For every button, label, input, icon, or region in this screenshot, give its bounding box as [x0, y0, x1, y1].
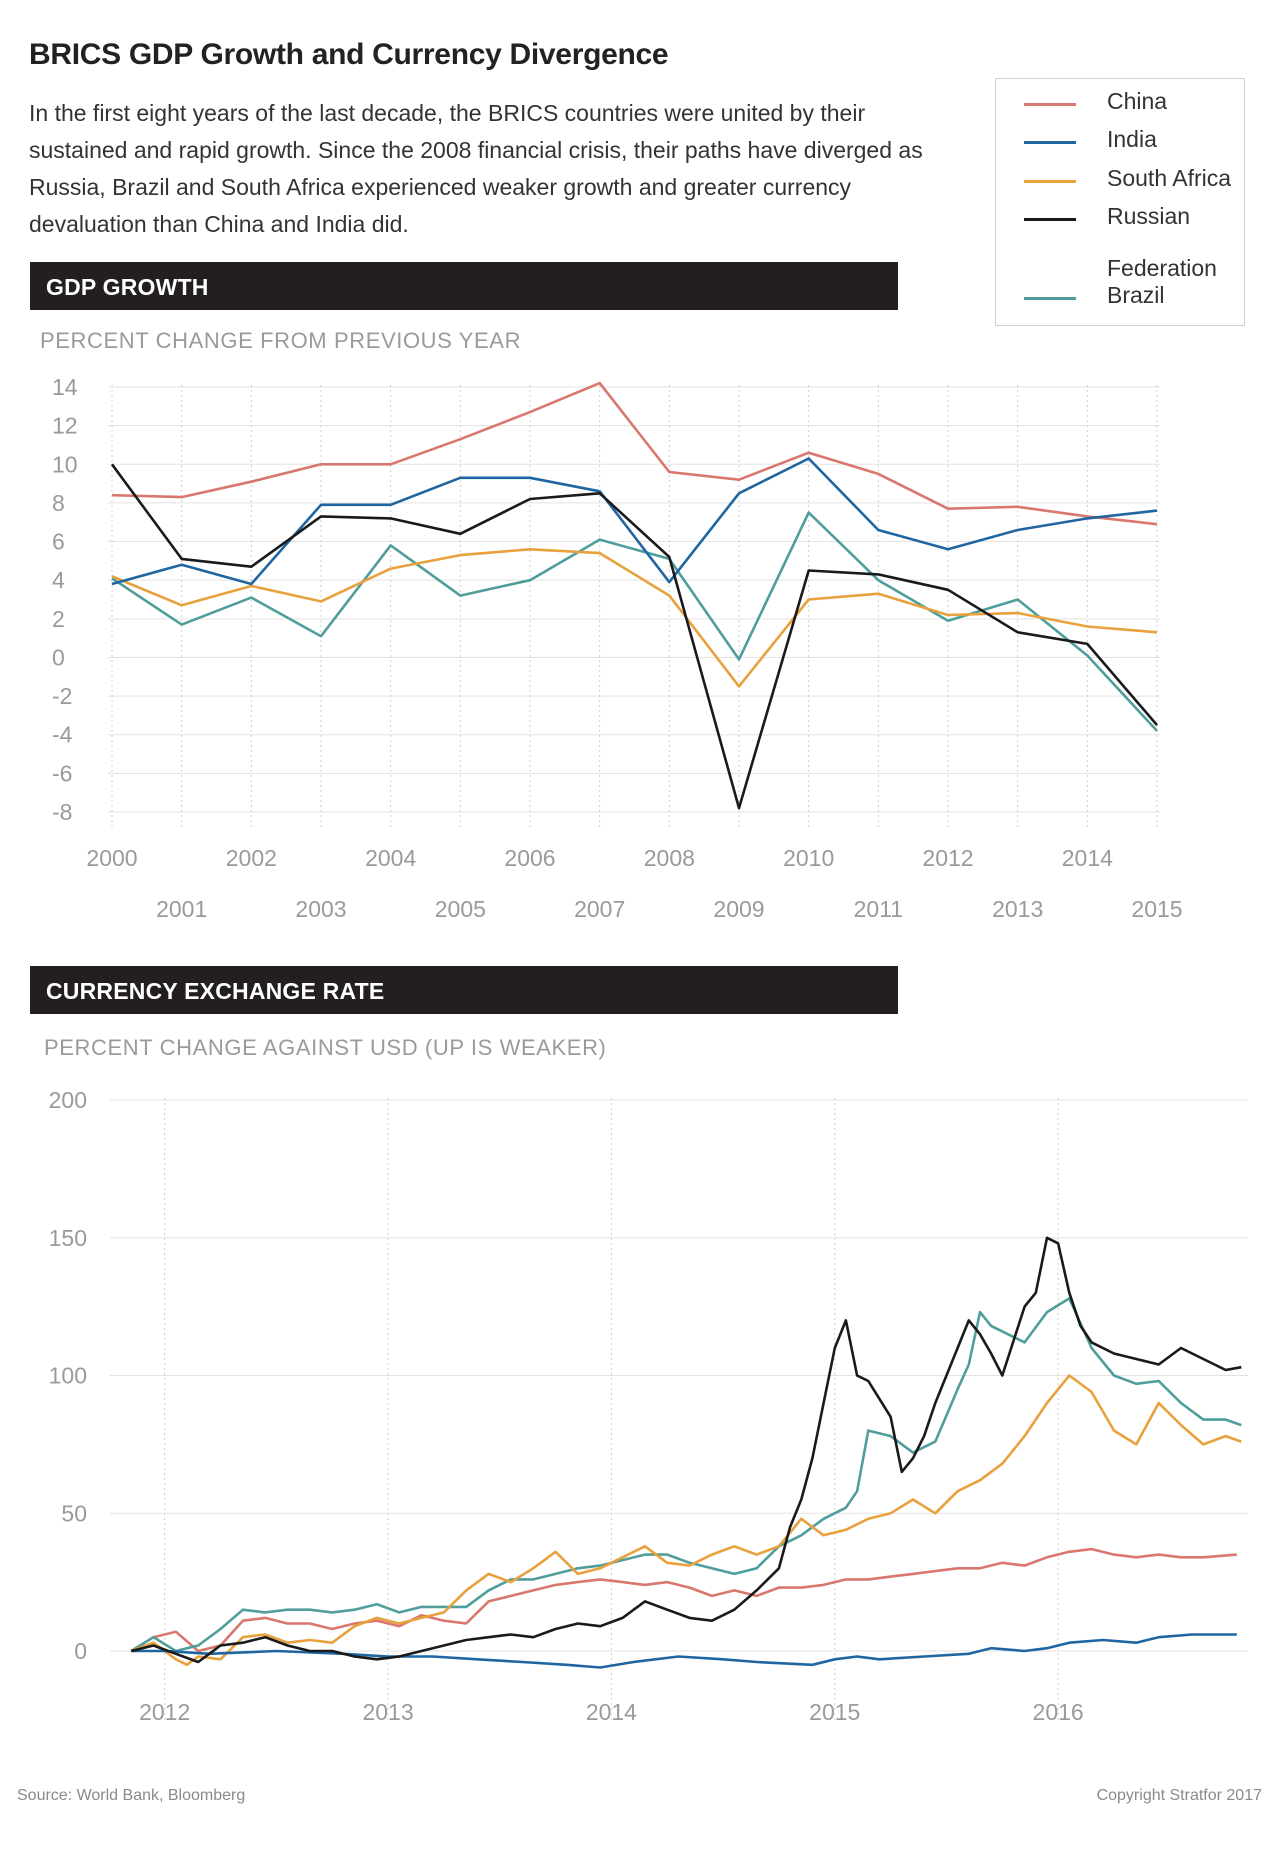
- legend-swatch-china: [1024, 103, 1076, 106]
- legend-label: Federation: [1107, 255, 1217, 281]
- gdp-y-tick-label: 2: [52, 606, 65, 632]
- gdp-y-tick-label: 0: [52, 644, 65, 670]
- fx-x-tick-label: 2015: [809, 1699, 860, 1725]
- intro-text: In the first eight years of the last dec…: [29, 100, 923, 237]
- fx-y-tick-label: 50: [61, 1500, 87, 1526]
- fx-series-line-china: [130, 1547, 1237, 1653]
- fx-series-line-south-africa: [130, 1374, 1242, 1667]
- gdp-y-tick-label: 6: [52, 529, 65, 555]
- legend: China India South Africa Russian Federat…: [995, 78, 1245, 326]
- fx-x-tick-label: 2013: [362, 1699, 413, 1725]
- gdp-x-tick-label: 2011: [854, 896, 903, 922]
- gdp-x-tick-label: 2005: [435, 896, 486, 922]
- gdp-x-tick-label: 2008: [644, 845, 695, 871]
- gdp-growth-chart: -8 -6 -4 -2 0 2 4 6 8 10 12 14 2000 2002 2004 2006 2008 2…: [52, 374, 1183, 922]
- legend-label: Brazil: [1107, 282, 1165, 308]
- gdp-x-tick-label: 2012: [922, 845, 973, 871]
- legend-label: India: [1107, 126, 1157, 152]
- gdp-section-title: GDP GROWTH: [46, 274, 209, 300]
- gdp-x-tick-label: 2009: [713, 896, 764, 922]
- gdp-x-tick-label: 2015: [1131, 896, 1182, 922]
- gdp-series-line-south-africa: [111, 547, 1158, 688]
- gdp-x-tick-label: 2010: [783, 845, 834, 871]
- gdp-subtitle: PERCENT CHANGE FROM PREVIOUS YEAR: [40, 328, 522, 353]
- gdp-y-tick-label: 14: [52, 374, 78, 400]
- source-note: Source: World Bank, Bloomberg: [17, 1787, 246, 1804]
- fx-x-tick-label: 2014: [586, 1699, 637, 1725]
- gdp-y-tick-label: 10: [52, 451, 78, 477]
- fx-y-tick-label: 100: [49, 1363, 87, 1389]
- gdp-x-tick-label: 2002: [226, 845, 277, 871]
- gdp-y-tick-label: 4: [52, 567, 65, 593]
- gdp-x-tick-label: 2006: [504, 845, 555, 871]
- gdp-y-tick-label: -2: [52, 683, 72, 709]
- gdp-y-tick-label: 8: [52, 490, 65, 516]
- gdp-x-tick-label: 2003: [295, 896, 346, 922]
- fx-section-band: CURRENCY EXCHANGE RATE: [30, 966, 898, 1014]
- gdp-y-tick-label: -4: [52, 722, 73, 748]
- fx-y-tick-label: 0: [74, 1638, 87, 1664]
- fx-series-line-india: [131, 1633, 1237, 1669]
- copyright-note: Copyright Stratfor 2017: [1096, 1787, 1262, 1804]
- fx-subtitle: PERCENT CHANGE AGAINST USD (UP IS WEAKER…: [44, 1035, 607, 1060]
- fx-section-title: CURRENCY EXCHANGE RATE: [46, 978, 385, 1004]
- gdp-series-line-china: [111, 381, 1158, 526]
- gdp-series-line-russian-federation: [110, 463, 1158, 810]
- fx-y-tick-label: 150: [49, 1225, 87, 1251]
- gdp-x-tick-label: 2007: [574, 896, 625, 922]
- page-title: BRICS GDP Growth and Currency Divergence: [29, 38, 669, 71]
- fx-x-tick-label: 2016: [1033, 1699, 1084, 1725]
- legend-swatch-brazil: [1024, 297, 1076, 300]
- legend-swatch-india: [1024, 141, 1076, 144]
- gdp-x-tick-label: 2004: [365, 845, 416, 871]
- legend-swatch-south-africa: [1024, 180, 1076, 183]
- fx-series-line-brazil: [130, 1297, 1242, 1653]
- fx-x-tick-label: 2012: [139, 1699, 190, 1725]
- fx-series-line-russian-federation: [130, 1236, 1242, 1664]
- gdp-x-tick-label: 2014: [1062, 845, 1113, 871]
- currency-exchange-chart: 0 50 100 150 200 2012 2013 2014 2015 2016: [49, 1087, 1248, 1725]
- gdp-y-tick-label: 12: [52, 413, 78, 439]
- legend-label: Russian: [1107, 203, 1191, 229]
- gdp-y-tick-label: -6: [52, 760, 72, 786]
- gdp-y-tick-label: -8: [52, 799, 72, 825]
- legend-swatch-russia: [1024, 218, 1076, 221]
- gdp-series-line-india: [111, 457, 1158, 586]
- legend-label: China: [1107, 88, 1168, 114]
- gdp-x-tick-label: 2001: [156, 896, 207, 922]
- fx-y-tick-label: 200: [49, 1087, 87, 1113]
- gdp-x-tick-label: 2000: [86, 845, 137, 871]
- gdp-x-tick-label: 2013: [992, 896, 1043, 922]
- gdp-section-band: GDP GROWTH: [30, 262, 898, 310]
- legend-label: South Africa: [1107, 165, 1232, 191]
